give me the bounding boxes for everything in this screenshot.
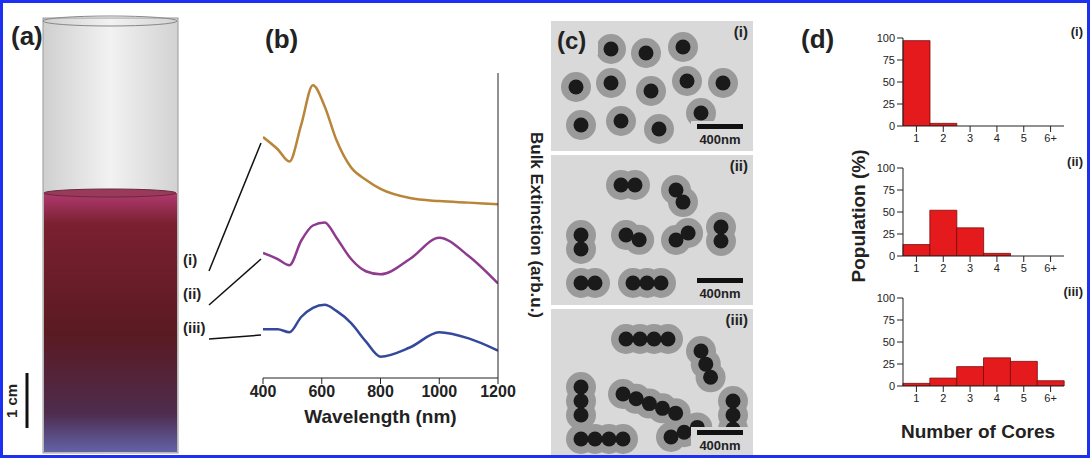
svg-text:50: 50 xyxy=(883,206,895,218)
svg-text:1: 1 xyxy=(913,132,919,144)
svg-text:(a): (a) xyxy=(11,21,43,51)
svg-text:2: 2 xyxy=(940,262,946,274)
svg-text:100: 100 xyxy=(877,292,895,304)
svg-text:400: 400 xyxy=(250,383,277,400)
svg-text:(i): (i) xyxy=(1071,24,1083,39)
svg-text:100: 100 xyxy=(877,32,895,44)
svg-text:400nm: 400nm xyxy=(699,286,740,301)
svg-text:3: 3 xyxy=(967,132,973,144)
svg-text:Number of Cores: Number of Cores xyxy=(901,421,1055,442)
svg-text:2: 2 xyxy=(940,392,946,404)
svg-text:0: 0 xyxy=(889,120,895,132)
svg-text:1200: 1200 xyxy=(480,383,516,400)
svg-text:(i): (i) xyxy=(183,251,197,268)
svg-text:4: 4 xyxy=(994,392,1000,404)
svg-text:(ii): (ii) xyxy=(1067,154,1083,169)
svg-text:25: 25 xyxy=(883,98,895,110)
svg-text:400nm: 400nm xyxy=(699,132,740,147)
svg-text:400nm: 400nm xyxy=(699,438,740,453)
svg-text:6+: 6+ xyxy=(1044,392,1057,404)
svg-text:1: 1 xyxy=(913,262,919,274)
svg-text:Population (%): Population (%) xyxy=(848,150,869,283)
svg-text:75: 75 xyxy=(883,54,895,66)
svg-text:(i): (i) xyxy=(734,23,748,40)
svg-text:(d): (d) xyxy=(801,24,834,54)
svg-text:800: 800 xyxy=(367,383,394,400)
svg-text:5: 5 xyxy=(1021,132,1027,144)
svg-text:4: 4 xyxy=(994,262,1000,274)
svg-text:100: 100 xyxy=(877,162,895,174)
svg-text:(ii): (ii) xyxy=(730,157,748,174)
svg-text:5: 5 xyxy=(1021,262,1027,274)
svg-text:6+: 6+ xyxy=(1044,262,1057,274)
svg-text:2: 2 xyxy=(940,132,946,144)
svg-text:3: 3 xyxy=(967,262,973,274)
svg-text:75: 75 xyxy=(883,314,895,326)
svg-text:75: 75 xyxy=(883,184,895,196)
svg-text:0: 0 xyxy=(889,380,895,392)
svg-text:(b): (b) xyxy=(265,24,298,54)
svg-text:600: 600 xyxy=(308,383,335,400)
svg-text:(iii): (iii) xyxy=(726,311,749,328)
svg-text:(iii): (iii) xyxy=(183,319,206,336)
svg-text:4: 4 xyxy=(994,132,1000,144)
svg-text:6+: 6+ xyxy=(1044,132,1057,144)
svg-text:25: 25 xyxy=(883,228,895,240)
svg-text:3: 3 xyxy=(967,392,973,404)
svg-text:50: 50 xyxy=(883,76,895,88)
svg-text:Bulk Extinction (arb.u.): Bulk Extinction (arb.u.) xyxy=(527,132,546,318)
svg-text:5: 5 xyxy=(1021,392,1027,404)
svg-text:(ii): (ii) xyxy=(183,285,201,302)
svg-text:25: 25 xyxy=(883,358,895,370)
svg-text:Wavelength (nm): Wavelength (nm) xyxy=(304,406,456,427)
svg-text:(iii): (iii) xyxy=(1064,284,1084,299)
svg-text:1 cm: 1 cm xyxy=(3,384,20,418)
svg-text:1: 1 xyxy=(913,392,919,404)
svg-text:(c): (c) xyxy=(557,27,586,54)
svg-text:1000: 1000 xyxy=(421,383,457,400)
svg-text:50: 50 xyxy=(883,336,895,348)
svg-text:0: 0 xyxy=(889,250,895,262)
